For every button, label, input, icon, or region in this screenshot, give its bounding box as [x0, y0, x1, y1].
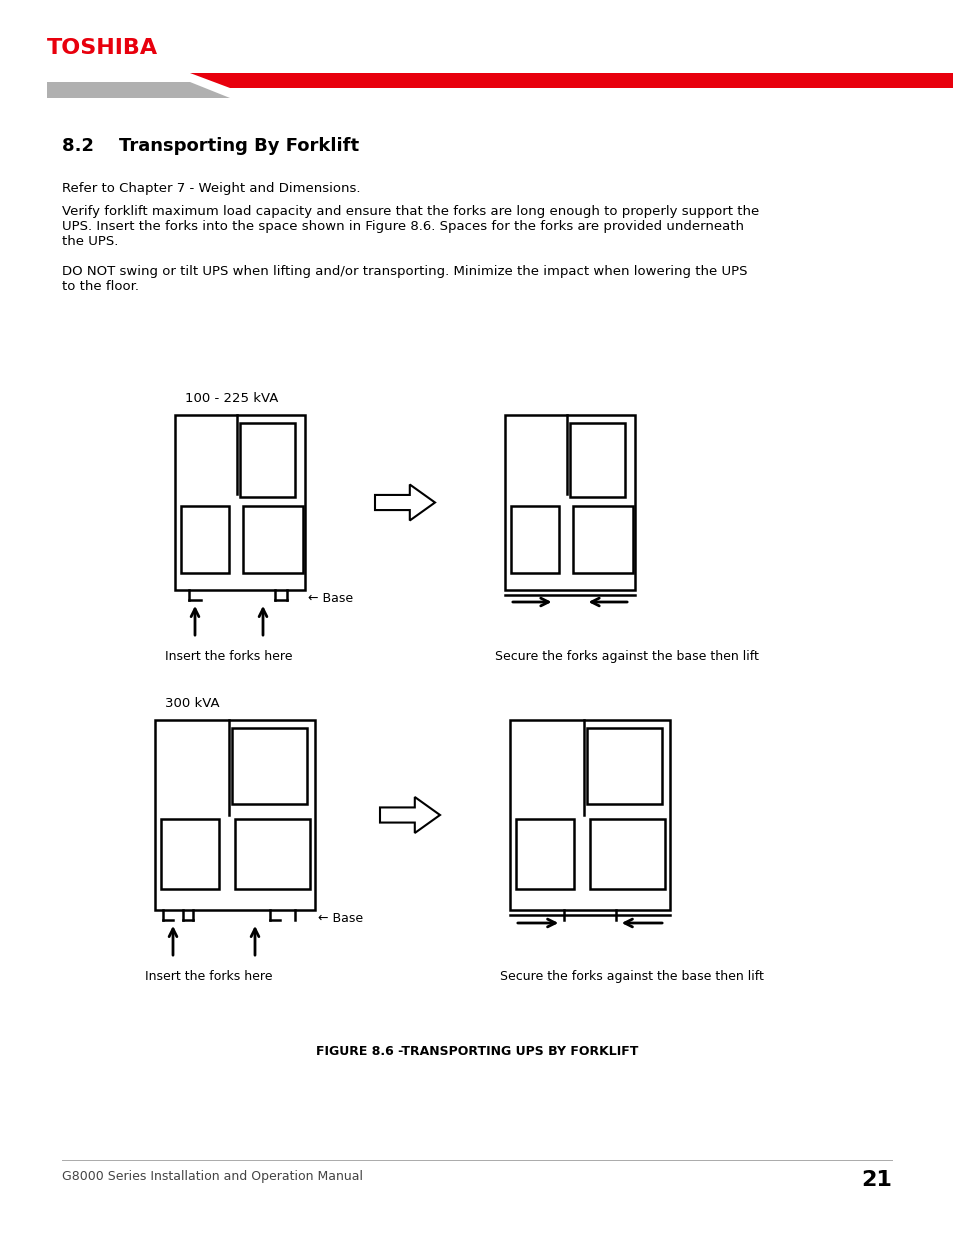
- Bar: [161, 819, 218, 889]
- Text: Refer to Chapter 7 - Weight and Dimensions.: Refer to Chapter 7 - Weight and Dimensio…: [62, 182, 360, 195]
- Text: Secure the forks against the base then lift: Secure the forks against the base then l…: [499, 969, 763, 983]
- Bar: [570, 424, 625, 496]
- Bar: [516, 819, 573, 889]
- Text: ← Base: ← Base: [308, 592, 353, 604]
- Text: 100 - 225 kVA: 100 - 225 kVA: [185, 391, 278, 405]
- Text: Verify forklift maximum load capacity and ensure that the forks are long enough : Verify forklift maximum load capacity an…: [62, 205, 759, 219]
- Text: ← Base: ← Base: [317, 911, 363, 925]
- Bar: [573, 506, 632, 573]
- Text: Secure the forks against the base then lift: Secure the forks against the base then l…: [495, 650, 758, 663]
- Bar: [589, 819, 664, 889]
- Bar: [511, 506, 558, 573]
- Text: 21: 21: [861, 1170, 891, 1191]
- Text: TOSHIBA: TOSHIBA: [47, 38, 158, 58]
- Bar: [504, 415, 635, 590]
- Bar: [174, 415, 305, 590]
- Bar: [232, 727, 306, 804]
- Text: G8000 Series Installation and Operation Manual: G8000 Series Installation and Operation …: [62, 1170, 363, 1183]
- Text: FIGURE 8.6 -TRANSPORTING UPS BY FORKLIFT: FIGURE 8.6 -TRANSPORTING UPS BY FORKLIFT: [315, 1045, 638, 1058]
- Text: 300 kVA: 300 kVA: [165, 697, 219, 710]
- Bar: [181, 506, 229, 573]
- Text: Insert the forks here: Insert the forks here: [165, 650, 293, 663]
- Text: to the floor.: to the floor.: [62, 280, 139, 293]
- Bar: [234, 819, 310, 889]
- Bar: [586, 727, 661, 804]
- Polygon shape: [379, 797, 439, 832]
- Polygon shape: [375, 484, 435, 520]
- Bar: [240, 424, 295, 496]
- Text: the UPS.: the UPS.: [62, 235, 118, 248]
- Text: 8.2    Transporting By Forklift: 8.2 Transporting By Forklift: [62, 137, 358, 156]
- Bar: [154, 720, 314, 910]
- Bar: [243, 506, 302, 573]
- Polygon shape: [190, 73, 953, 88]
- Text: Insert the forks here: Insert the forks here: [145, 969, 273, 983]
- Text: DO NOT swing or tilt UPS when lifting and/or transporting. Minimize the impact w: DO NOT swing or tilt UPS when lifting an…: [62, 266, 747, 278]
- Polygon shape: [47, 82, 230, 98]
- Bar: [510, 720, 669, 910]
- Text: UPS. Insert the forks into the space shown in Figure 8.6. Spaces for the forks a: UPS. Insert the forks into the space sho…: [62, 220, 743, 233]
